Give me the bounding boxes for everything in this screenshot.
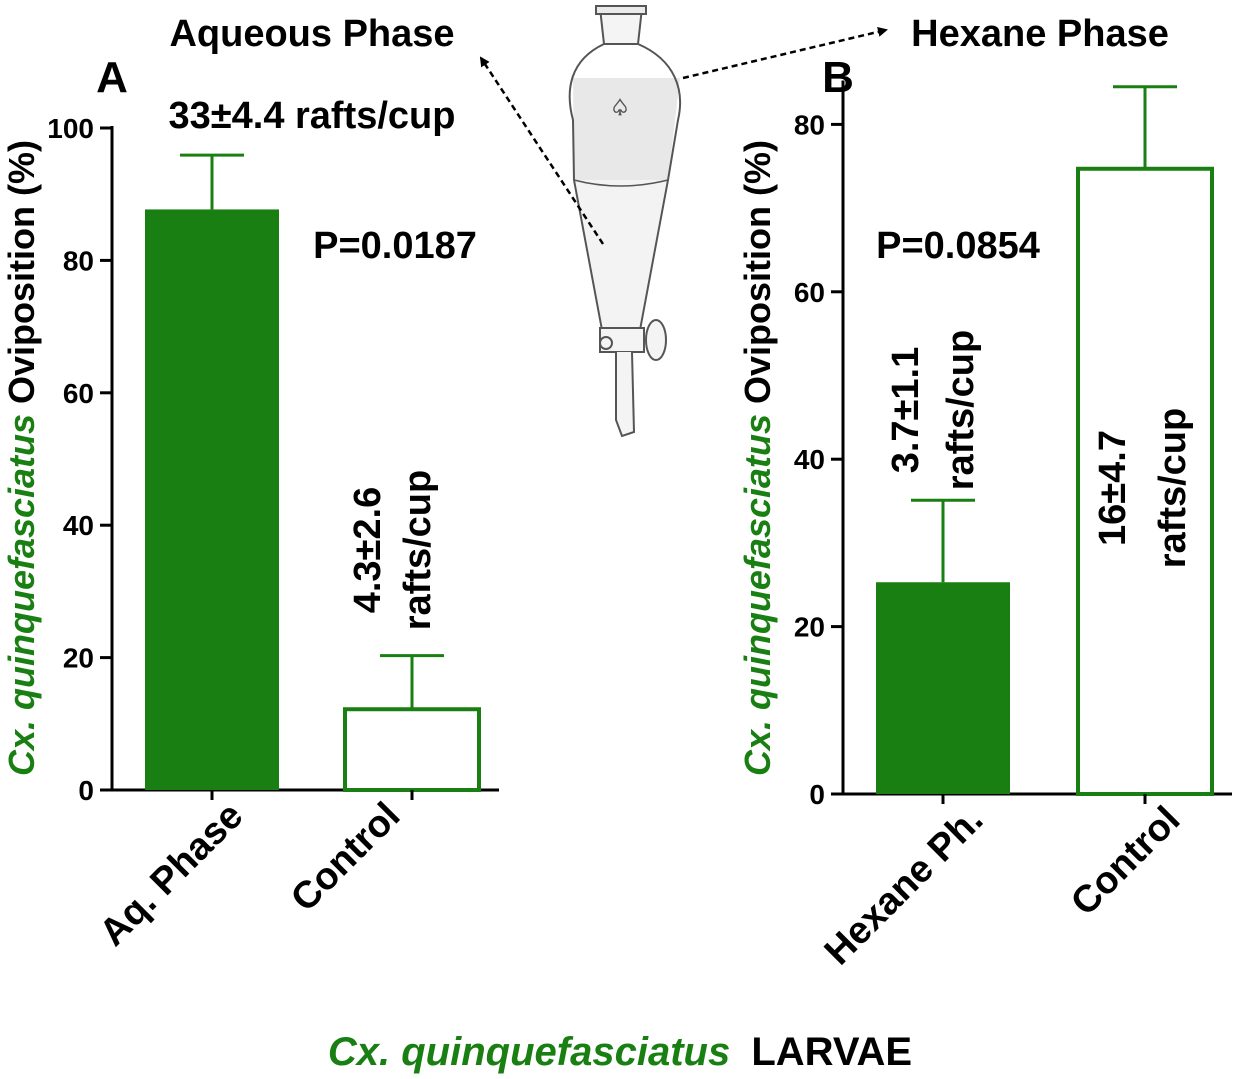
bar-annotation: 16±4.7 rafts/cup (1092, 408, 1194, 568)
panel-letter: B (822, 53, 854, 102)
bar (145, 209, 279, 790)
bar-annotation-line: 16±4.7 (1092, 430, 1134, 546)
y-tick-label: 100 (47, 113, 94, 144)
y-tick-label: 20 (794, 612, 825, 643)
bar-annotation: 33±4.4 rafts/cup (169, 95, 456, 137)
y-axis-label-species: Cx. quinquefasciatus (737, 414, 778, 776)
y-tick-label: 0 (78, 775, 94, 806)
p-value: P=0.0854 (876, 225, 1040, 267)
separatory-funnel-icon: ♤ (568, 5, 682, 438)
y-tick-label: 40 (794, 444, 825, 475)
y-axis-label: Cx. quinquefasciatus Oviposition (%) (737, 140, 778, 776)
footer-label: Cx. quinquefasciatus LARVAE (328, 1030, 912, 1074)
y-axis-label-rest: Oviposition (%) (1, 140, 42, 404)
bar (343, 707, 481, 793)
category-label: Control (1063, 799, 1188, 924)
p-value: P=0.0187 (313, 225, 477, 267)
y-tick-label: 60 (63, 378, 94, 409)
bar-annotation: 3.7±1.1 rafts/cup (885, 330, 982, 490)
bar-annotation-line: 4.3±2.6 (347, 487, 389, 614)
category-label: Control (283, 795, 408, 920)
bar-annotation: 4.3±2.6 rafts/cup (347, 470, 439, 630)
bar-annotation-line: 33±4.4 rafts/cup (169, 95, 456, 137)
hexane-arrow (682, 26, 888, 80)
bar (1076, 166, 1214, 797)
footer-stage: LARVAE (751, 1030, 912, 1074)
category-label: Aq. Phase (92, 795, 252, 955)
hexane-phase-label: Hexane Phase (911, 13, 1169, 55)
bar-annotation-line: rafts/cup (1152, 408, 1194, 568)
y-axis-label-species: Cx. quinquefasciatus (1, 414, 42, 776)
y-tick-label: 80 (794, 109, 825, 140)
bar-annotation-line: rafts/cup (397, 470, 439, 630)
y-tick-label: 40 (63, 510, 94, 541)
aqueous-phase-label: Aqueous Phase (169, 13, 454, 55)
panel-a: 0 20 40 60 80 100 Cx. quinquefasciatus Oviposit… (1, 53, 499, 954)
spade-glyph: ♤ (610, 95, 630, 120)
y-tick-label: 80 (63, 245, 94, 276)
footer-species: Cx. quinquefasciatus (328, 1030, 730, 1074)
bar (876, 582, 1010, 794)
bar-annotation-line: rafts/cup (940, 330, 982, 490)
y-tick-label: 0 (809, 779, 825, 810)
bar-annotation-line: 3.7±1.1 (885, 347, 927, 474)
panel-b: 0 20 40 60 80 Cx. quinquefasciatus Oviposition… (737, 53, 1232, 973)
y-axis-label-rest: Oviposition (%) (737, 140, 778, 404)
y-tick-label: 20 (63, 643, 94, 674)
y-axis-label: Cx. quinquefasciatus Oviposition (%) (1, 140, 42, 776)
category-label: Hexane Ph. (817, 799, 992, 974)
aqueous-arrow (479, 56, 605, 245)
panel-letter: A (96, 53, 128, 102)
y-tick-label: 60 (794, 277, 825, 308)
